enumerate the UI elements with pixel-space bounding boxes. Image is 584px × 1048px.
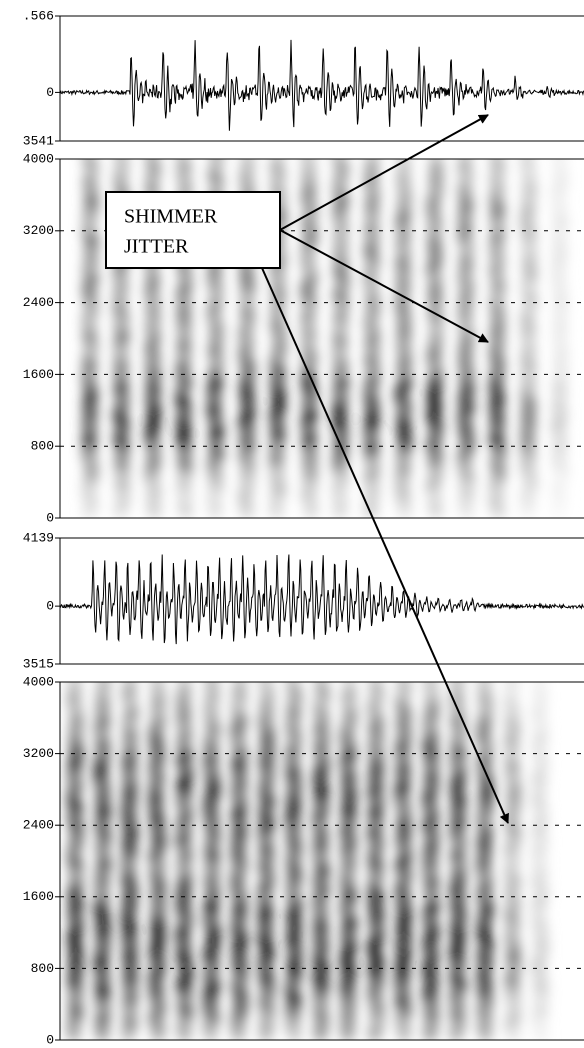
- spectrogram-cell: [332, 504, 347, 518]
- y-tick-label: 3200: [23, 746, 54, 761]
- spectrogram-cell: [269, 504, 284, 518]
- waveform-trace: [59, 554, 584, 645]
- y-tick-label: 1600: [23, 367, 54, 382]
- spectrogram-cell: [478, 1027, 493, 1040]
- y-tick-label: 0: [46, 85, 54, 100]
- spectrogram-cell: [313, 1027, 328, 1040]
- y-tick-label: 2400: [23, 295, 54, 310]
- y-tick-label: 4000: [23, 674, 54, 689]
- y-tick-label: 4000: [23, 151, 54, 166]
- spectrogram-cell: [533, 1027, 548, 1040]
- spectrogram-cell: [208, 504, 223, 518]
- spectrogram-cell: [231, 1027, 246, 1040]
- panel: 0 800 1600 2400 3200 4000: [23, 674, 584, 1047]
- annotation: SHIMMER JITTER: [105, 114, 509, 824]
- spectrogram-cell: [506, 1027, 521, 1040]
- y-tick-label: 3200: [23, 223, 54, 238]
- y-tick-label: 0: [46, 510, 54, 525]
- spectrogram-cell: [449, 1027, 464, 1040]
- spectrogram-cell: [459, 504, 474, 518]
- y-tick-label: 800: [31, 961, 54, 976]
- spectrogram-cell: [113, 504, 128, 518]
- panel: 4139 0 3515: [23, 530, 584, 671]
- spectrogram-cell: [151, 1027, 166, 1040]
- spectrogram-cell: [428, 504, 443, 518]
- y-tick-label: 0: [46, 599, 54, 614]
- spectrogram-cell: [491, 504, 506, 518]
- spectrogram-cell: [551, 504, 566, 518]
- spectrogram-cell: [178, 504, 193, 518]
- spectrogram-cell: [239, 504, 254, 518]
- arrow: [279, 114, 489, 231]
- spectrogram-image: [66, 682, 549, 1040]
- spectrogram-cell: [82, 504, 97, 518]
- spectrogram-cell: [177, 1027, 192, 1040]
- spectrogram-cell: [287, 1027, 302, 1040]
- y-tick-label: 2400: [23, 818, 54, 833]
- annotation-text: SHIMMER: [124, 206, 218, 228]
- spectrogram-cell: [423, 1027, 438, 1040]
- spectrogram-cell: [95, 1027, 110, 1040]
- spectrogram-cell: [203, 1027, 218, 1040]
- panel: .566 0 3541: [23, 8, 584, 148]
- spectrogram-cell: [258, 1027, 273, 1040]
- arrow: [279, 229, 489, 343]
- annotation-box: [105, 191, 281, 269]
- spectrogram-cell: [519, 504, 534, 518]
- arrow: [261, 267, 509, 824]
- y-tick-label: 3541: [23, 133, 54, 148]
- y-tick-label: 4139: [23, 530, 54, 545]
- spectrogram-cell: [304, 504, 319, 518]
- y-tick-label: 3515: [23, 656, 54, 671]
- spectrogram-cell: [340, 1027, 355, 1040]
- y-tick-label: 1600: [23, 889, 54, 904]
- spectrogram-cell: [397, 504, 412, 518]
- spectrogram-cell: [147, 504, 162, 518]
- spectrogram-cell: [367, 1027, 382, 1040]
- y-tick-label: 800: [31, 439, 54, 454]
- annotation-text: JITTER: [124, 236, 189, 258]
- y-tick-label: .566: [23, 8, 54, 23]
- spectrogram-cell: [397, 1027, 412, 1040]
- spectrogram-cell: [121, 1027, 136, 1040]
- y-tick-label: 0: [46, 1032, 54, 1047]
- spectrogram-cell: [66, 1027, 81, 1040]
- waveform-trace: [59, 39, 584, 131]
